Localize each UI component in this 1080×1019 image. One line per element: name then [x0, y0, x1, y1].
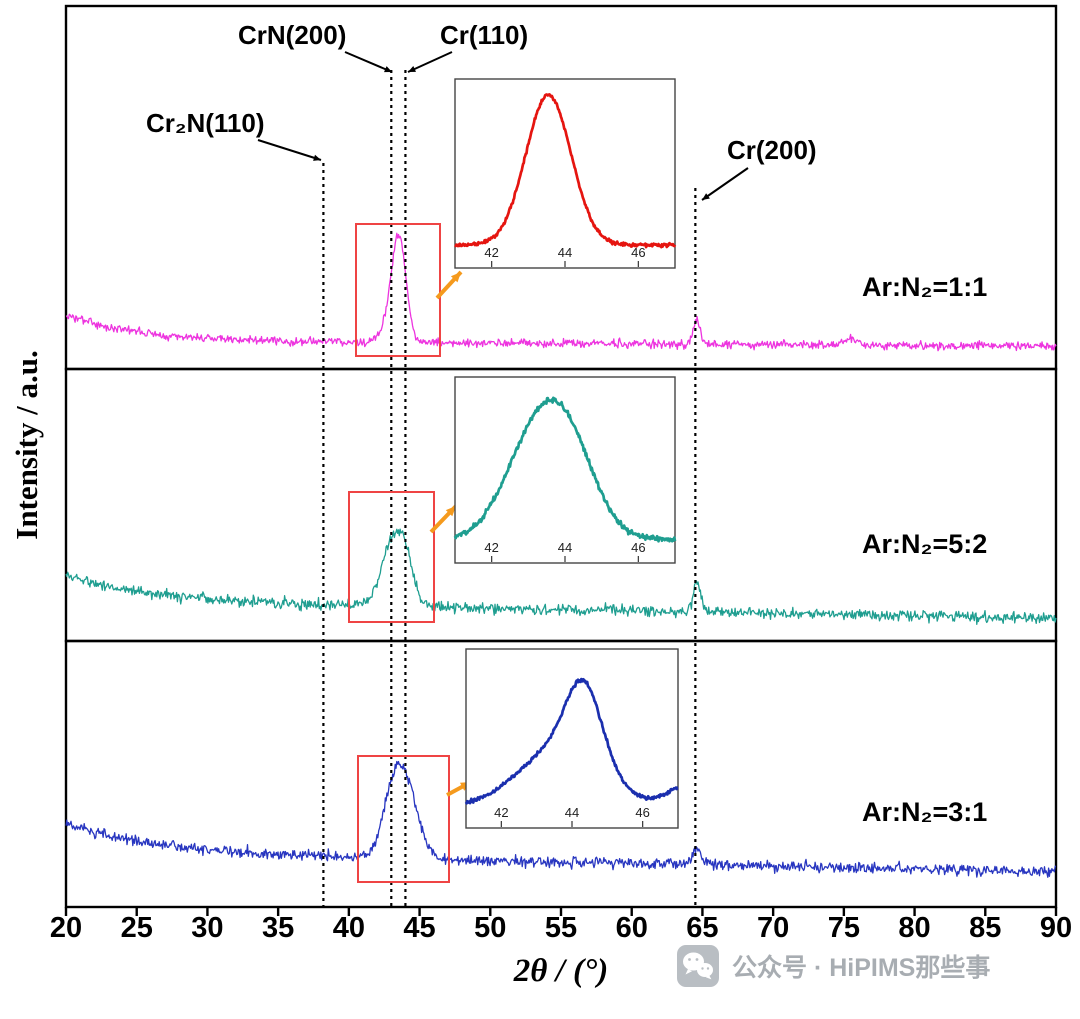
watermark: 公众号 · HiPIMS那些事 — [676, 944, 990, 988]
x-tick-label: 75 — [827, 912, 860, 944]
x-tick-label: 35 — [262, 912, 295, 944]
x-tick-label: 65 — [686, 912, 719, 944]
inset-tick-label: 44 — [558, 245, 572, 260]
watermark-text: 公众号 · HiPIMS那些事 — [732, 954, 991, 982]
xrd-trace-1 — [65, 528, 1057, 625]
inset-tick-label: 44 — [565, 805, 579, 820]
x-tick-label: 70 — [757, 912, 790, 944]
inset-trace-1 — [453, 396, 677, 543]
inset-tick-label: 42 — [494, 805, 508, 820]
inset-tick-label: 42 — [484, 540, 498, 555]
annotation-cr110: Cr(110) — [440, 20, 529, 50]
xrd-trace-0 — [65, 232, 1057, 352]
annotation-cr2n110: Cr₂N(110) — [146, 108, 265, 138]
x-tick-label: 55 — [544, 912, 578, 944]
series-label-5-2: Ar:N₂=5:2 — [862, 529, 988, 559]
x-tick-label: 45 — [403, 912, 436, 944]
inset-box-1 — [454, 376, 676, 564]
x-tick-label: 25 — [120, 912, 153, 944]
x-tick-label: 60 — [615, 912, 648, 944]
inset-tick-label: 46 — [631, 540, 645, 555]
xrd-trace-2 — [65, 760, 1057, 878]
inset-tick-label: 44 — [558, 540, 572, 555]
x-axis-title: 2θ / (°) — [513, 953, 609, 989]
x-tick-label: 50 — [474, 912, 507, 944]
inset-tick-label: 42 — [484, 245, 498, 260]
series-label-1-1: Ar:N₂=1:1 — [862, 272, 988, 302]
inset-box-2 — [465, 648, 679, 829]
wechat-icon — [677, 945, 719, 987]
highlight-rect-2 — [357, 755, 450, 883]
x-tick-label: 20 — [49, 912, 83, 944]
highlight-rect-0 — [355, 223, 441, 357]
annotation-cr200: Cr(200) — [727, 135, 817, 165]
series-label-3-1: Ar:N₂=3:1 — [862, 797, 988, 827]
highlight-rect-1 — [348, 491, 435, 623]
x-tick-label: 80 — [898, 912, 931, 944]
y-axis-title: Intensity / a.u. — [9, 350, 44, 540]
x-tick-label: 30 — [191, 912, 224, 944]
inset-trace-0 — [454, 93, 677, 249]
x-tick-label: 40 — [332, 912, 365, 944]
annotation-crn200: CrN(200) — [238, 20, 347, 50]
inset-trace-2 — [464, 677, 679, 805]
x-tick-label: 85 — [969, 912, 1002, 944]
inset-tick-label: 46 — [635, 805, 649, 820]
x-tick-label: 90 — [1039, 912, 1073, 944]
inset-tick-label: 46 — [631, 245, 645, 260]
